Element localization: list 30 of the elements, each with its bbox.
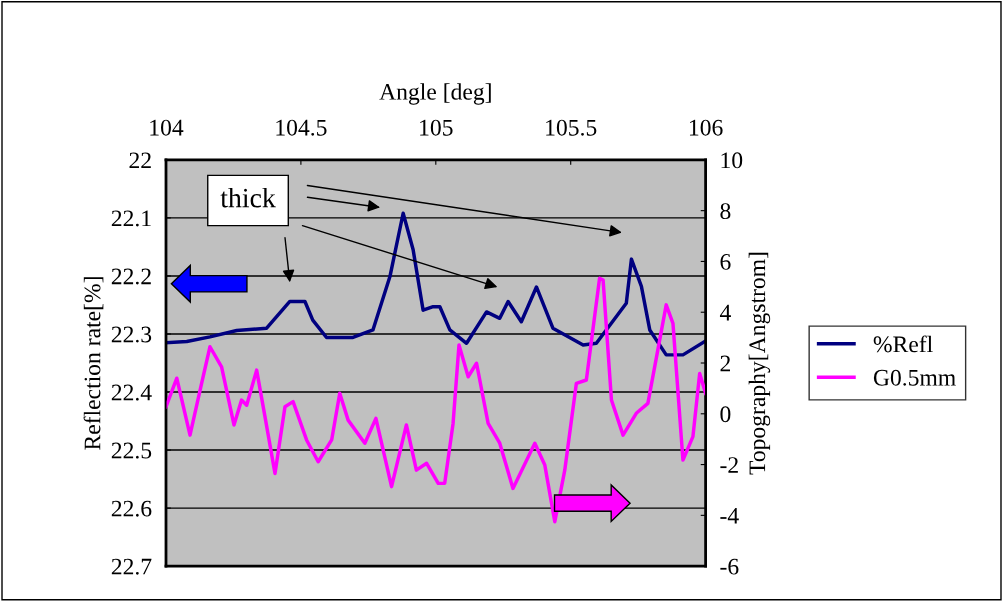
y2-tick-label: -4: [720, 508, 739, 524]
x-tick-label: 105.5: [546, 119, 597, 136]
line-series: [166, 276, 706, 524]
legend-label: G0.5mm: [873, 369, 956, 386]
x-tick-label: 104: [150, 119, 184, 136]
legend-label: %Refl: [873, 335, 933, 353]
y2-tick-label: 6: [720, 253, 731, 270]
annotation: thick: [220, 187, 276, 208]
y2-tick-label: 10: [721, 152, 743, 169]
y2-tick-label: 4: [719, 304, 731, 321]
y2-axis-title: Topography[Angstrom]: [748, 252, 771, 475]
y-tick-label: 22.2: [111, 268, 151, 285]
y-tick-label: 22: [129, 152, 151, 169]
y2-tick-label: 8: [720, 203, 731, 220]
y-tick-label: 22.7: [111, 558, 152, 575]
x-tick-label: 105: [420, 119, 453, 136]
y-tick-label: 22.3: [111, 326, 152, 343]
y-axis-title: Reflection rate[%]: [83, 277, 104, 450]
y2-tick-label: -6: [720, 558, 739, 575]
x-axis-title: Angle [deg]: [379, 83, 491, 105]
y2-tick-label: -2: [720, 457, 738, 473]
y-tick-label: 22.5: [111, 442, 152, 459]
y-tick-label: 22.6: [111, 500, 152, 517]
y-tick-label: 22.1: [111, 210, 151, 227]
x-tick-label: 104.5: [276, 119, 327, 136]
x-tick-label: 106: [689, 119, 723, 136]
y2-tick-label: 2: [720, 355, 730, 372]
y2-tick-label: 0: [720, 406, 731, 423]
line-series: [166, 211, 706, 357]
y-tick-label: 22.4: [111, 384, 152, 401]
